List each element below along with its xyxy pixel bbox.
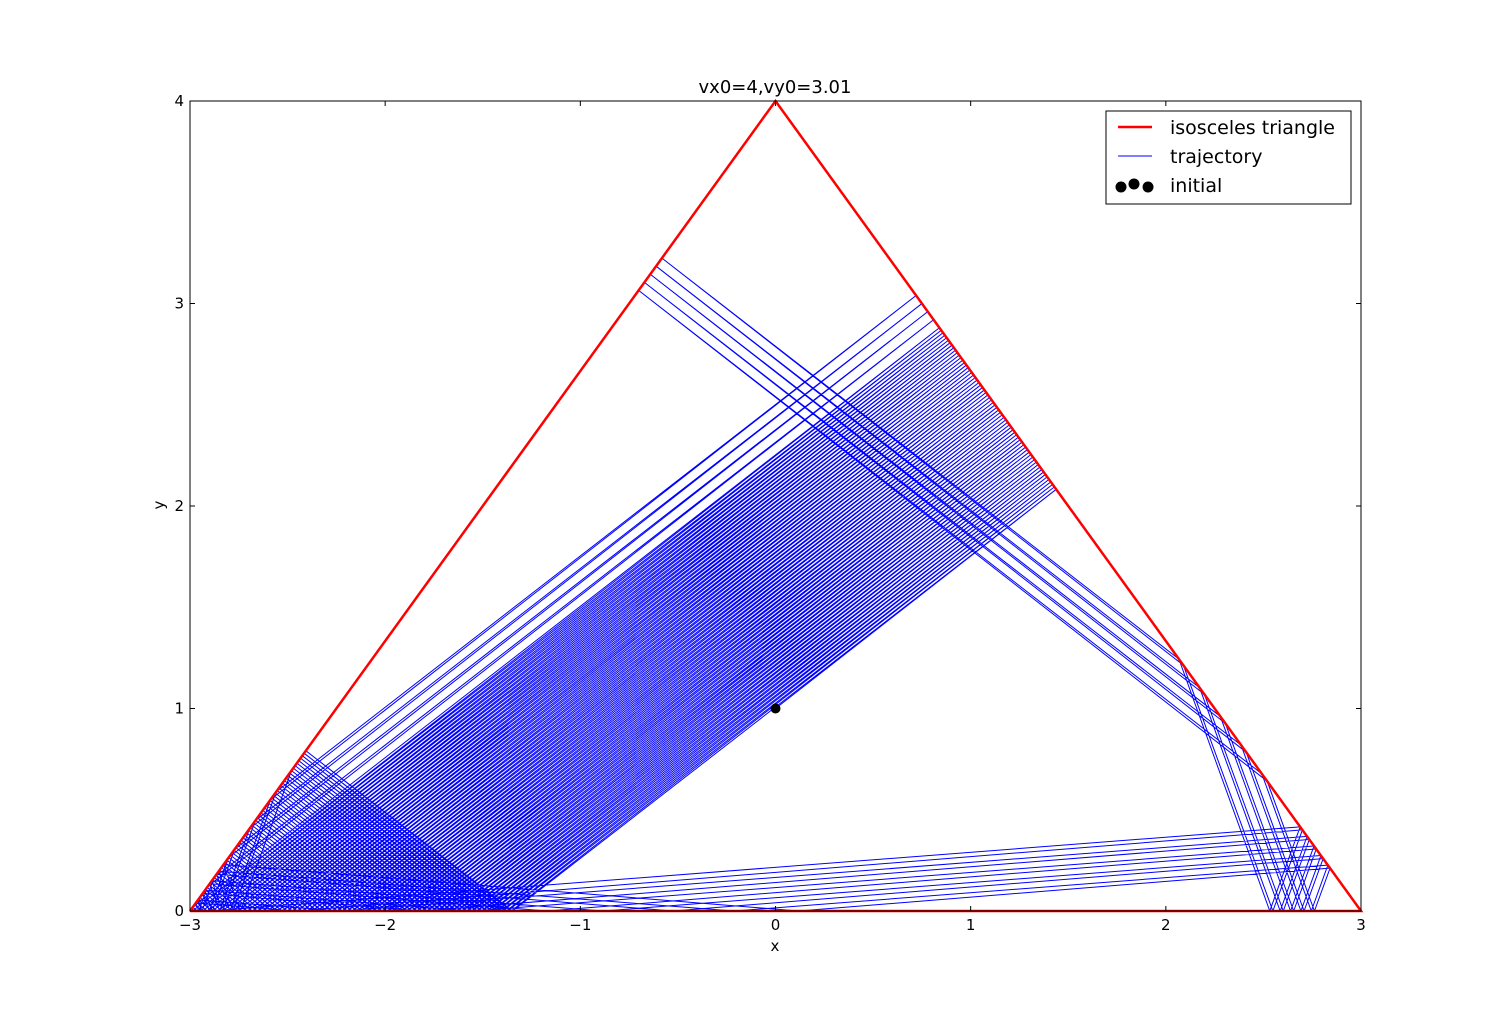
axis-ticks: −3 −2 −1 0 1 2 3 0 1 2 3 4 bbox=[174, 92, 1365, 934]
x-tick-label: −2 bbox=[374, 916, 396, 934]
y-axis-label: y bbox=[150, 500, 168, 509]
trajectory-line bbox=[190, 257, 1331, 912]
y-tick-label: 2 bbox=[174, 497, 184, 515]
plot-area bbox=[188, 98, 1364, 913]
x-tick-label: 0 bbox=[771, 916, 781, 934]
x-axis-label: x bbox=[771, 937, 780, 955]
legend-label-trajectory: trajectory bbox=[1170, 146, 1262, 168]
x-tick-label: 3 bbox=[1356, 916, 1366, 934]
legend-initial-marker bbox=[1142, 181, 1154, 193]
x-tick-label: −3 bbox=[179, 916, 201, 934]
legend-label-initial: initial bbox=[1170, 175, 1222, 197]
initial-point bbox=[770, 703, 781, 714]
legend-label-triangle: isosceles triangle bbox=[1170, 117, 1335, 139]
legend-initial-marker bbox=[1115, 181, 1127, 193]
x-tick-label: 1 bbox=[966, 916, 976, 934]
y-tick-label: 3 bbox=[174, 295, 184, 313]
y-tick-label: 4 bbox=[174, 92, 184, 110]
legend: isosceles triangle trajectory initial bbox=[1105, 110, 1352, 205]
x-tick-label: −1 bbox=[569, 916, 591, 934]
y-tick-label: 1 bbox=[174, 700, 184, 718]
chart-title: vx0=4,vy0=3.01 bbox=[699, 77, 852, 98]
legend-initial-marker bbox=[1128, 178, 1140, 190]
x-tick-label: 2 bbox=[1161, 916, 1171, 934]
y-tick-label: 0 bbox=[174, 902, 184, 920]
